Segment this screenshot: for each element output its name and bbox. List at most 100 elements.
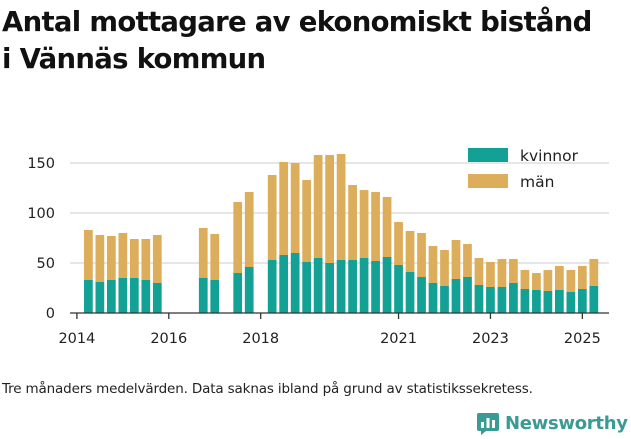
bar-man <box>279 162 289 255</box>
bar-man <box>84 230 93 280</box>
bar-kvinnor <box>589 286 599 313</box>
chart-title-line-1: Antal mottagare av ekonomiskt bistånd <box>2 6 592 38</box>
bar-man <box>325 155 334 263</box>
bars <box>84 154 599 313</box>
bar-man <box>95 235 105 282</box>
bar-man <box>141 239 151 280</box>
bar-man <box>566 270 576 292</box>
bar-kvinnor <box>336 260 346 313</box>
y-axis-tick-labels: 0 50 100 150 <box>27 156 55 322</box>
bar-man <box>129 239 139 278</box>
legend-swatch-man <box>468 174 508 188</box>
bar-kvinnor <box>463 277 472 313</box>
bar-man <box>313 155 323 258</box>
bar-kvinnor <box>198 278 208 313</box>
bar-kvinnor <box>440 286 449 313</box>
bar-kvinnor <box>302 262 312 313</box>
x-axis-tick-labels: 2014 2016 2018 2021 2023 2025 <box>58 331 600 347</box>
x-axis <box>70 312 609 319</box>
bar-man <box>520 270 530 289</box>
bar-kvinnor <box>95 282 105 313</box>
bar-kvinnor <box>106 280 116 313</box>
bar-man <box>405 231 415 272</box>
x-tick-label: 2018 <box>242 331 279 347</box>
bar-kvinnor <box>371 261 380 313</box>
bar-man <box>106 236 116 280</box>
bar-kvinnor <box>325 263 334 313</box>
bar-man <box>451 240 461 279</box>
bar-kvinnor <box>141 280 151 313</box>
bar-man <box>532 273 541 290</box>
bar-man <box>486 262 495 287</box>
bar-man <box>244 192 254 267</box>
bar-kvinnor <box>152 283 162 313</box>
bar-man <box>555 266 564 290</box>
bar-man <box>336 154 346 260</box>
legend: kvinnor män <box>468 147 579 191</box>
chart-title-line-2: i Vännäs kommun <box>2 43 266 75</box>
y-tick-label: 0 <box>46 306 55 322</box>
x-tick-label: 2021 <box>380 331 417 347</box>
bar-kvinnor <box>405 272 415 313</box>
bar-man <box>348 185 357 260</box>
bar-man <box>394 222 403 265</box>
newsworthy-brand[interactable]: Newsworthy <box>476 410 628 436</box>
bar-kvinnor <box>279 255 289 313</box>
y-tick-label: 50 <box>37 256 55 272</box>
bar-kvinnor <box>129 278 139 313</box>
bar-man <box>417 233 426 277</box>
bar-kvinnor <box>118 278 128 313</box>
bar-kvinnor <box>532 290 541 313</box>
brand-name: Newsworthy <box>505 412 628 434</box>
bar-man <box>118 233 128 278</box>
newsworthy-logo-icon <box>477 413 499 435</box>
bar-man <box>371 192 380 261</box>
bar-man <box>543 270 553 291</box>
bar-man <box>474 258 484 285</box>
bar-kvinnor <box>428 283 438 313</box>
bar-kvinnor <box>566 292 576 313</box>
x-tick-label: 2016 <box>150 331 187 347</box>
bar-kvinnor <box>267 260 277 313</box>
x-tick-label: 2023 <box>472 331 509 347</box>
bar-man <box>577 266 587 289</box>
bar-man <box>290 163 300 253</box>
bar-man <box>359 190 369 258</box>
bar-kvinnor <box>359 258 369 313</box>
bar-man <box>463 244 472 277</box>
bar-kvinnor <box>394 265 403 313</box>
bar-man <box>509 259 518 283</box>
bar-kvinnor <box>509 283 518 313</box>
legend-label: män <box>520 173 554 191</box>
chart-title: Antal mottagare av ekonomiskt bistånd i … <box>2 4 630 78</box>
bar-kvinnor <box>348 260 357 313</box>
bar-kvinnor <box>555 290 564 313</box>
bar-kvinnor <box>382 257 392 313</box>
bar-kvinnor <box>233 273 243 313</box>
bar-man <box>233 202 243 273</box>
bar-kvinnor <box>474 285 484 313</box>
legend-label: kvinnor <box>520 147 579 165</box>
bar-kvinnor <box>451 279 461 313</box>
bar-man <box>152 235 162 283</box>
x-tick-label: 2025 <box>564 331 601 347</box>
bar-man <box>589 259 599 286</box>
bar-kvinnor <box>486 287 495 313</box>
bar-kvinnor <box>520 289 530 313</box>
bar-man <box>428 246 438 283</box>
bar-man <box>302 180 312 262</box>
bar-kvinnor <box>210 280 220 313</box>
x-tick-label: 2014 <box>58 331 95 347</box>
bar-man <box>210 234 220 280</box>
footnote: Tre månaders medelvärden. Data saknas ib… <box>2 381 533 397</box>
legend-swatch-kvinnor <box>468 148 508 162</box>
bar-kvinnor <box>577 289 587 313</box>
bar-kvinnor <box>313 258 323 313</box>
bar-kvinnor <box>290 253 300 313</box>
bar-kvinnor <box>417 277 426 313</box>
bar-man <box>497 259 507 287</box>
bar-kvinnor <box>543 291 553 313</box>
bar-kvinnor <box>497 287 507 313</box>
bar-man <box>198 228 208 278</box>
bar-man <box>267 175 277 260</box>
